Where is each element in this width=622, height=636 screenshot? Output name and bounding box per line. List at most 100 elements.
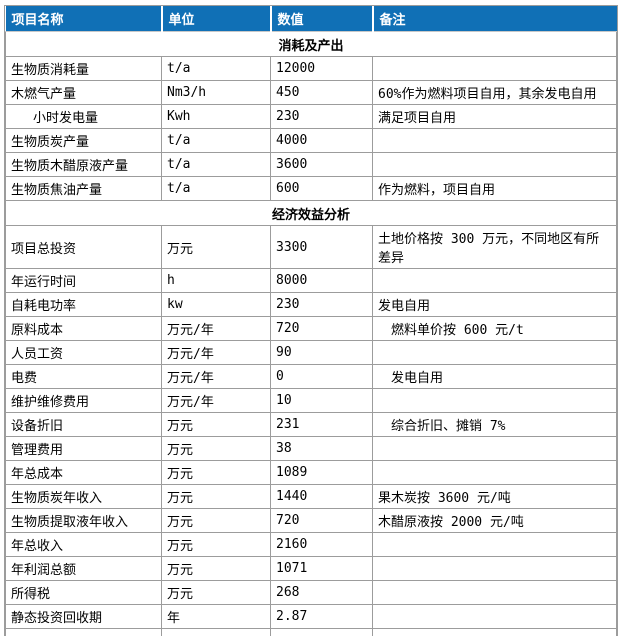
table-row: 木燃气产量 Nm3/h 450 60%作为燃料项目自用，其余发电自用: [5, 80, 617, 105]
item-name-cell: 电费: [5, 364, 162, 389]
unit-cell: 万元: [161, 580, 271, 605]
unit-cell: t/a: [161, 128, 271, 153]
item-name-cell: 年总成本: [5, 460, 162, 485]
remark-cell: 综合折旧、摊销 7%: [372, 412, 617, 437]
table-row: 生物质木醋原液产量 t/a 3600: [5, 152, 617, 177]
section-title: 经济效益分析: [5, 200, 617, 226]
item-name-cell: 生物质炭年收入: [5, 484, 162, 509]
remark-cell: [372, 436, 617, 461]
unit-cell: h: [161, 268, 271, 293]
table-row: 自耗电功率 kw 230 发电自用: [5, 292, 617, 317]
table-header-row: 项目名称 单位 数值 备注: [5, 6, 617, 32]
item-name-cell: 生物质木醋原液产量: [5, 152, 162, 177]
table-row: 年总成本 万元 1089: [5, 460, 617, 485]
table-row: 生物质炭年收入 万元 1440 果木炭按 3600 元/吨: [5, 484, 617, 509]
item-name-cell: 生物质炭产量: [5, 128, 162, 153]
value-cell: 90: [270, 340, 373, 365]
value-cell: 0: [270, 364, 373, 389]
column-header-unit: 单位: [160, 6, 271, 32]
remark-cell: 土地价格按 300 万元，不同地区有所差异: [372, 225, 617, 269]
item-name-cell: 管理费用: [5, 436, 162, 461]
unit-cell: 万元/年: [161, 364, 271, 389]
table-row: 所得税 万元 268: [5, 580, 617, 605]
value-cell: 268: [270, 580, 373, 605]
remark-cell: 60%作为燃料项目自用，其余发电自用: [372, 80, 617, 105]
table-body: 消耗及产出 生物质消耗量 t/a 12000 木燃气产量 Nm3/h 450 60%作为燃料项…: [5, 31, 617, 636]
value-cell: 2160: [270, 532, 373, 557]
value-cell: 720: [270, 508, 373, 533]
unit-cell: 万元: [161, 532, 271, 557]
item-name-cell: 原料成本: [5, 316, 162, 341]
column-header-remark: 备注: [371, 6, 617, 32]
value-cell: 1071: [270, 556, 373, 581]
section-header-row: 消耗及产出: [5, 31, 617, 57]
unit-cell: 万元/年: [161, 388, 271, 413]
item-name-cell: 人员工资: [5, 340, 162, 365]
section-header-row: 经济效益分析: [5, 200, 617, 226]
value-cell: 3600: [270, 152, 373, 177]
item-name-cell: 生物质消耗量: [5, 56, 162, 81]
unit-cell: 万元: [161, 225, 271, 269]
table-row: 设备折旧 万元 231 综合折旧、摊销 7%: [5, 412, 617, 437]
item-name-cell: 维护维修费用: [5, 388, 162, 413]
table-row: 生物质提取液年收入 万元 720 木醋原液按 2000 元/吨: [5, 508, 617, 533]
table-row: 项目总投资 万元 3300 土地价格按 300 万元，不同地区有所差异: [5, 225, 617, 269]
unit-cell: kw: [161, 292, 271, 317]
item-name-cell: 项目总投资: [5, 225, 162, 269]
remark-cell: [372, 388, 617, 413]
table-row: 生物质炭产量 t/a 4000: [5, 128, 617, 153]
unit-cell: 万元: [161, 436, 271, 461]
column-header-item-name: 项目名称: [5, 6, 162, 32]
value-cell: 2.87: [270, 604, 373, 629]
item-name-cell: 年总收入: [5, 532, 162, 557]
remark-cell: 燃料单价按 600 元/t: [372, 316, 617, 341]
value-cell: 3300: [270, 225, 373, 269]
table-row: 人员工资 万元/年 90: [5, 340, 617, 365]
value-cell: 230: [270, 292, 373, 317]
unit-cell: Kwh: [161, 104, 271, 129]
empty-cell: [372, 628, 617, 636]
unit-cell: 万元: [161, 484, 271, 509]
table-row: 年运行时间 h 8000: [5, 268, 617, 293]
table-row: 维护维修费用 万元/年 10: [5, 388, 617, 413]
table-row: 生物质焦油产量 t/a 600 作为燃料，项目自用: [5, 176, 617, 201]
unit-cell: 万元: [161, 460, 271, 485]
remark-cell: 果木炭按 3600 元/吨: [372, 484, 617, 509]
item-name-cell: 生物质焦油产量: [5, 176, 162, 201]
value-cell: 720: [270, 316, 373, 341]
item-name-cell: 所得税: [5, 580, 162, 605]
value-cell: 4000: [270, 128, 373, 153]
unit-cell: 万元: [161, 508, 271, 533]
unit-cell: Nm3/h: [161, 80, 271, 105]
item-name-cell: 生物质提取液年收入: [5, 508, 162, 533]
table-row: 管理费用 万元 38: [5, 436, 617, 461]
remark-cell: 发电自用: [372, 364, 617, 389]
remark-cell: 木醋原液按 2000 元/吨: [372, 508, 617, 533]
table-row: 原料成本 万元/年 720 燃料单价按 600 元/t: [5, 316, 617, 341]
table-row: 小时发电量 Kwh 230 满足项目自用: [5, 104, 617, 129]
remark-cell: [372, 460, 617, 485]
unit-cell: 万元: [161, 556, 271, 581]
value-cell: 231: [270, 412, 373, 437]
value-cell: 1089: [270, 460, 373, 485]
remark-cell: 满足项目自用: [372, 104, 617, 129]
value-cell: 450: [270, 80, 373, 105]
item-name-cell: 小时发电量: [5, 104, 162, 129]
section-title: 消耗及产出: [5, 31, 617, 57]
item-name-cell: 年运行时间: [5, 268, 162, 293]
remark-cell: [372, 604, 617, 629]
unit-cell: t/a: [161, 176, 271, 201]
remark-cell: [372, 128, 617, 153]
item-name-cell: 静态投资回收期: [5, 604, 162, 629]
value-cell: 600: [270, 176, 373, 201]
column-header-value: 数值: [269, 6, 373, 32]
empty-row: [5, 628, 617, 636]
empty-cell: [161, 628, 271, 636]
value-cell: 1440: [270, 484, 373, 509]
empty-cell: [5, 628, 162, 636]
item-name-cell: 自耗电功率: [5, 292, 162, 317]
remark-cell: [372, 152, 617, 177]
item-name-cell: 木燃气产量: [5, 80, 162, 105]
empty-cell: [270, 628, 373, 636]
item-name-cell: 设备折旧: [5, 412, 162, 437]
